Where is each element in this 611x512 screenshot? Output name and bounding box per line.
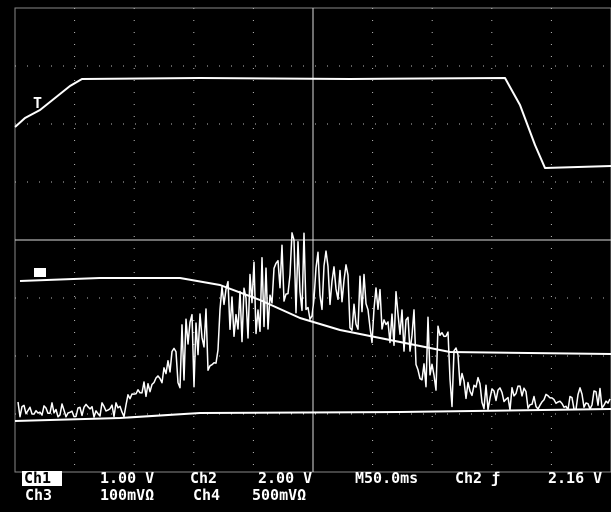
- readout-text: 2.00 V: [258, 469, 312, 487]
- readout-text: 2.16 V: [548, 469, 602, 487]
- readout-text: 500mVΩ: [252, 486, 306, 504]
- scope-screen: T Ch1 1.00 V Ch2 2.00 V M50.0ms Ch2 ƒ 2.…: [0, 0, 611, 512]
- readout-text: M50.0ms: [355, 469, 418, 487]
- readout-text: Ch1: [24, 469, 51, 487]
- readout-text: Ch3: [25, 486, 52, 504]
- readout-text: Ch2: [190, 469, 217, 487]
- readout-text: Ch2 ƒ: [455, 469, 500, 487]
- readout-text: 100mVΩ: [100, 486, 154, 504]
- background: [0, 0, 611, 512]
- ch3-marker: [34, 268, 46, 277]
- trigger-marker: T: [33, 94, 42, 112]
- readout-text: 1.00 V: [100, 469, 154, 487]
- readout-text: Ch4: [193, 486, 220, 504]
